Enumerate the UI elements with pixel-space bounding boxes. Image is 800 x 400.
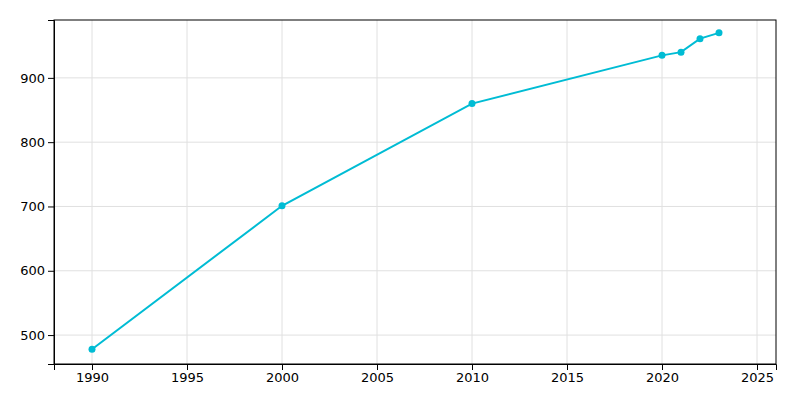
tick: 800 <box>20 135 54 150</box>
grid-line-y <box>54 77 776 78</box>
tick-mark <box>48 335 54 336</box>
tick-label: 2015 <box>551 370 584 385</box>
tick-label: 1990 <box>76 370 109 385</box>
axis-line <box>55 365 777 371</box>
tick-label: 2005 <box>361 370 394 385</box>
point <box>678 49 685 56</box>
tick: 2010 <box>456 364 489 385</box>
axis-line <box>48 21 55 365</box>
tick-label: 2020 <box>646 370 679 385</box>
tick: 900 <box>20 71 54 86</box>
tick-label: 500 <box>20 328 45 343</box>
point <box>659 52 666 59</box>
tick-mark <box>757 364 758 370</box>
tick-mark <box>48 206 54 207</box>
y-axis: 500 600 700 800 900 <box>20 21 54 365</box>
tick-mark <box>662 364 663 370</box>
tick: 2005 <box>361 364 394 385</box>
tick-mark <box>92 364 93 370</box>
tick-label: 700 <box>20 199 45 214</box>
tick-mark <box>187 364 188 370</box>
tick-mark <box>567 364 568 370</box>
tick-label: 2025 <box>741 370 774 385</box>
tick-mark <box>48 78 54 79</box>
grid-line-x <box>187 20 188 364</box>
tick-mark <box>377 364 378 370</box>
line <box>92 33 719 349</box>
point <box>716 29 723 36</box>
tick-mark <box>48 271 54 272</box>
grid-line-x <box>92 20 93 364</box>
tick: 2025 <box>741 364 774 385</box>
point <box>697 35 704 42</box>
tick-label: 600 <box>20 263 45 278</box>
tick: 600 <box>20 263 54 278</box>
tick-label: 2000 <box>266 370 299 385</box>
grid <box>54 20 776 364</box>
tick-label: 900 <box>20 71 45 86</box>
grid-line-y <box>54 270 776 271</box>
grid-line-x <box>377 20 378 364</box>
grid-line-x <box>472 20 473 364</box>
grid-line-y <box>54 206 776 207</box>
series <box>89 29 723 352</box>
tick: 500 <box>20 328 54 343</box>
tick-mark <box>48 142 54 143</box>
tick-label: 1995 <box>171 370 204 385</box>
tick-mark <box>282 364 283 370</box>
tick: 2015 <box>551 364 584 385</box>
tick: 2000 <box>266 364 299 385</box>
grid-line-y <box>54 142 776 143</box>
plot: 1990 1995 2000 2005 2010 2015 2020 2025 500 600 70… <box>20 20 776 385</box>
grid-line-x <box>282 20 283 364</box>
chart: 1990 1995 2000 2005 2010 2015 2020 2025 500 600 70… <box>0 0 800 400</box>
point <box>279 202 286 209</box>
grid-line-x <box>567 20 568 364</box>
tick-label: 800 <box>20 135 45 150</box>
tick: 1990 <box>76 364 109 385</box>
grid-line-x <box>662 20 663 364</box>
point <box>469 100 476 107</box>
tick: 1995 <box>171 364 204 385</box>
grid-line-y <box>54 335 776 336</box>
tick: 700 <box>20 199 54 214</box>
x-axis: 1990 1995 2000 2005 2010 2015 2020 2025 <box>55 364 777 385</box>
plot-frame <box>54 20 776 364</box>
tick: 2020 <box>646 364 679 385</box>
point <box>89 346 96 353</box>
tick-label: 2010 <box>456 370 489 385</box>
grid-line-x <box>757 20 758 364</box>
tick-mark <box>472 364 473 370</box>
